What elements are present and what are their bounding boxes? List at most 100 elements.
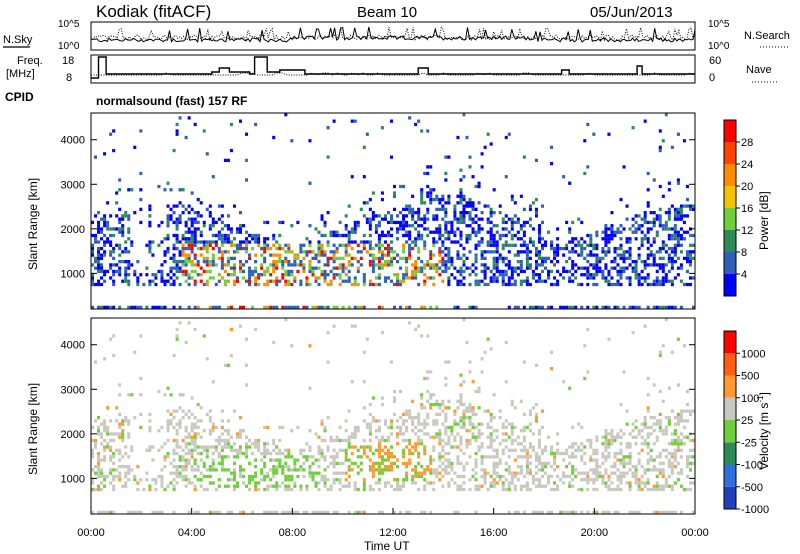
- power-cell: [429, 305, 433, 309]
- power-cell: [175, 217, 179, 221]
- power-cell: [386, 276, 390, 280]
- velocity-cell: [190, 442, 194, 446]
- power-cell: [121, 217, 125, 221]
- velocity-cell: [408, 438, 412, 443]
- velocity-cell: [619, 442, 623, 446]
- velocity-cell: [556, 451, 560, 456]
- velocity-cell: [571, 455, 575, 459]
- velocity-cell: [495, 451, 499, 456]
- velocity-cell: [347, 445, 351, 449]
- power-cell: [290, 269, 294, 274]
- power-cell: [393, 273, 397, 277]
- velocity-cell: [432, 468, 436, 472]
- velocity-cell: [688, 481, 692, 485]
- power-cell: [643, 260, 647, 264]
- power-cell: [190, 207, 194, 211]
- velocity-cell: [396, 478, 400, 482]
- power-cell: [175, 129, 179, 133]
- velocity-cell: [429, 510, 433, 514]
- power-cell: [275, 305, 279, 309]
- velocity-cell: [417, 416, 421, 420]
- power-cell: [429, 276, 433, 280]
- power-cell: [480, 269, 484, 274]
- velocity-cell: [519, 484, 523, 488]
- velocity-cell: [242, 429, 246, 433]
- power-cell: [139, 305, 143, 309]
- velocity-cell: [589, 438, 593, 443]
- power-cell: [568, 305, 572, 309]
- power-cell: [208, 214, 212, 218]
- power-cell: [257, 276, 261, 280]
- velocity-cell: [226, 478, 230, 482]
- velocity-cell: [332, 448, 336, 452]
- power-cell: [429, 266, 433, 270]
- velocity-cell: [465, 429, 469, 433]
- power-cell: [293, 279, 297, 283]
- freq-panel: Freq. [MHz] 18 8 60 0 Nave: [6, 54, 778, 84]
- power-cell: [217, 217, 221, 221]
- velocity-cell: [646, 425, 650, 430]
- velocity-cell: [688, 461, 692, 465]
- power-cell: [447, 279, 451, 283]
- power-cell: [368, 243, 372, 247]
- velocity-cell: [139, 393, 143, 397]
- velocity-cell: [175, 451, 179, 456]
- power-cell: [396, 237, 400, 241]
- power-cell: [474, 266, 478, 270]
- velocity-cell: [565, 510, 569, 514]
- power-cell: [245, 132, 249, 136]
- velocity-cell: [311, 471, 315, 475]
- power-cell: [115, 214, 119, 218]
- power-cell: [528, 224, 532, 228]
- nave-tick-bottom: 0: [709, 72, 715, 84]
- velocity-cell: [661, 487, 665, 492]
- velocity-cell: [510, 438, 514, 443]
- velocity-cell: [211, 429, 215, 433]
- velocity-cell: [649, 455, 653, 459]
- velocity-cell: [441, 402, 445, 407]
- velocity-cell: [667, 484, 671, 488]
- power-cell: [106, 227, 110, 231]
- power-cell: [670, 263, 674, 267]
- time-x-axis: 00:00 04:00 08:00 12:00 16:00 20:00 00:00: [77, 508, 709, 539]
- power-cell: [217, 256, 221, 260]
- velocity-cell: [166, 409, 170, 413]
- velocity-cell: [226, 438, 230, 443]
- velocity-cell: [254, 445, 258, 449]
- velocity-cell: [483, 478, 487, 482]
- power-cell: [338, 220, 342, 225]
- velocity-cell: [166, 451, 170, 456]
- power-cell: [673, 227, 677, 231]
- velocity-cell: [489, 474, 493, 479]
- velocity-cell: [438, 432, 442, 436]
- velocity-cell: [359, 461, 363, 465]
- power-cell: [613, 250, 617, 254]
- power-heatmap-cells: [91, 113, 695, 309]
- power-cell: [447, 201, 451, 205]
- power-cell: [640, 276, 644, 280]
- velocity-cell: [420, 442, 424, 446]
- velocity-cell: [420, 465, 424, 469]
- velocity-cell: [516, 465, 520, 469]
- power-cell: [121, 233, 125, 238]
- power-cell: [341, 243, 345, 247]
- velocity-cell: [537, 445, 541, 449]
- power-cell: [423, 240, 427, 244]
- velocity-cell: [453, 419, 457, 423]
- velocity-cell: [577, 445, 581, 449]
- velocity-cell: [655, 435, 659, 439]
- power-cell: [133, 273, 137, 277]
- power-cell: [272, 305, 276, 309]
- velocity-cell: [468, 455, 472, 459]
- power-cell: [450, 240, 454, 244]
- power-cell: [447, 256, 451, 260]
- power-cell: [459, 194, 463, 198]
- power-cell: [314, 305, 318, 309]
- power-cell: [489, 142, 493, 146]
- power-cell: [486, 230, 490, 234]
- power-cell: [456, 201, 460, 205]
- power-cell: [417, 214, 421, 218]
- power-cell: [616, 279, 620, 283]
- velocity-cell: [402, 461, 406, 465]
- power-cell: [320, 214, 324, 218]
